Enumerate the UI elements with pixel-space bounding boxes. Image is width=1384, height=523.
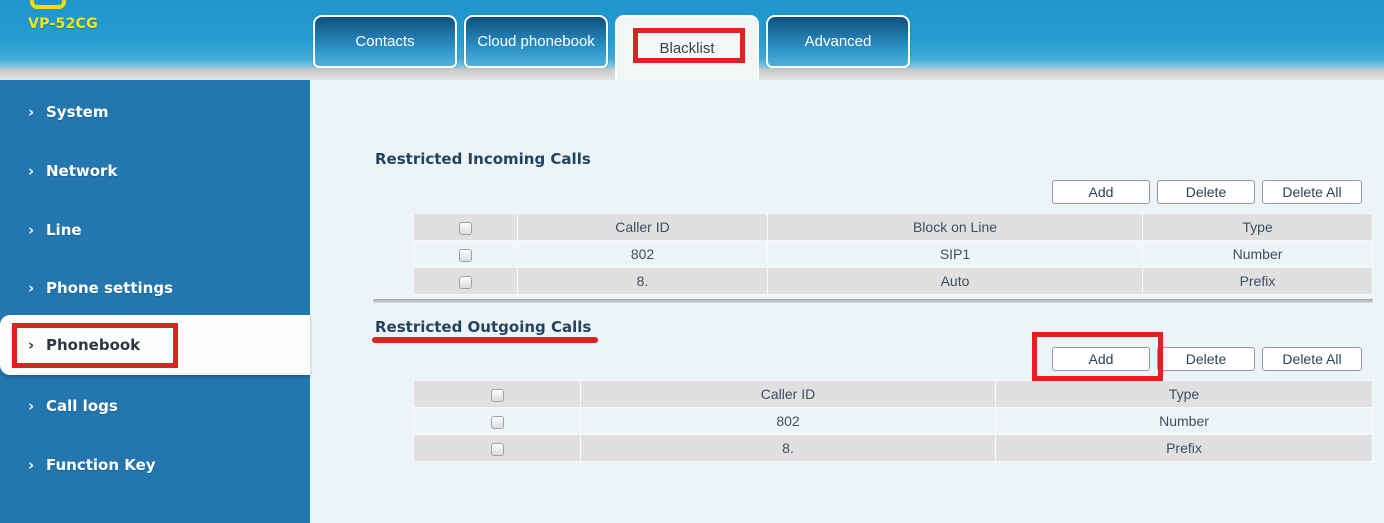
table-row: 802 SIP1 Number [413, 240, 1373, 268]
table-header-row: Caller ID Block on Line Type [413, 213, 1373, 241]
tab-contacts[interactable]: Contacts [313, 15, 457, 68]
sidebar-item-call-logs[interactable]: › Call logs [0, 394, 310, 418]
table-header-row: Caller ID Type [413, 380, 1373, 408]
blacklist-content-panel: Restricted Incoming Calls Add Delete Del… [310, 80, 1384, 523]
section-divider [373, 299, 1373, 303]
type-cell: Prefix [995, 434, 1373, 462]
sidebar-item-label: Call logs [46, 397, 118, 415]
block-on-line-cell: SIP1 [767, 240, 1143, 268]
block-on-line-cell: Auto [767, 267, 1143, 295]
row-checkbox[interactable] [459, 248, 472, 262]
incoming-delete-button[interactable]: Delete [1157, 180, 1255, 204]
outgoing-calls-table: Caller ID Type 802 Number 8. Prefix [413, 380, 1373, 462]
type-cell: Prefix [1142, 267, 1373, 295]
type-cell: Number [995, 407, 1373, 435]
select-all-checkbox[interactable] [459, 221, 472, 235]
brand-logo-icon [30, 0, 66, 9]
sidebar-item-system[interactable]: › System [0, 100, 310, 124]
incoming-delete-all-button[interactable]: Delete All [1262, 180, 1362, 204]
chevron-right-icon: › [28, 335, 35, 354]
phonebook-tab-bar: Contacts Cloud phonebook Blacklist Advan… [313, 15, 910, 80]
caller-id-cell: 8. [517, 267, 768, 295]
table-row: 8. Auto Prefix [413, 267, 1373, 295]
chevron-right-icon: › [28, 396, 35, 415]
sidebar-item-label: Network [46, 162, 118, 180]
row-checkbox[interactable] [459, 275, 472, 289]
sidebar-item-label: Phone settings [46, 279, 173, 297]
sidebar-item-label: Phonebook [46, 336, 141, 354]
column-header-caller-id: Caller ID [517, 213, 768, 241]
chevron-right-icon: › [28, 161, 35, 180]
table-row: 802 Number [413, 407, 1373, 435]
incoming-calls-table: Caller ID Block on Line Type 802 SIP1 Nu… [413, 213, 1373, 295]
chevron-right-icon: › [28, 278, 35, 297]
incoming-section-title: Restricted Incoming Calls [375, 150, 591, 168]
incoming-add-button[interactable]: Add [1052, 180, 1150, 204]
sidebar-item-label: System [46, 103, 109, 121]
select-all-checkbox[interactable] [490, 388, 504, 402]
chevron-right-icon: › [28, 220, 35, 239]
column-header-type: Type [995, 380, 1373, 408]
outgoing-section-title: Restricted Outgoing Calls [375, 318, 592, 336]
device-model-label: VP-52CG [28, 16, 99, 32]
sidebar-item-function-key[interactable]: › Function Key [0, 453, 310, 477]
sidebar-item-label: Line [46, 221, 82, 239]
caller-id-cell: 8. [580, 434, 996, 462]
column-header-block-on-line: Block on Line [767, 213, 1143, 241]
sidebar-nav: › System › Network › Line › Phone settin… [0, 80, 310, 523]
outgoing-add-button[interactable]: Add [1052, 347, 1150, 371]
caller-id-cell: 802 [517, 240, 768, 268]
sidebar-item-phonebook[interactable]: › Phonebook [0, 315, 310, 375]
sidebar-item-line[interactable]: › Line [0, 218, 310, 242]
type-cell: Number [1142, 240, 1373, 268]
sidebar-item-network[interactable]: › Network [0, 159, 310, 183]
row-checkbox[interactable] [490, 442, 504, 456]
chevron-right-icon: › [28, 455, 35, 474]
column-header-caller-id: Caller ID [580, 380, 996, 408]
caller-id-cell: 802 [580, 407, 996, 435]
tab-blacklist[interactable]: Blacklist [615, 15, 759, 80]
column-header-type: Type [1142, 213, 1373, 241]
sidebar-item-label: Function Key [46, 456, 156, 474]
tab-cloud-phonebook[interactable]: Cloud phonebook [464, 15, 608, 68]
sidebar-item-phone-settings[interactable]: › Phone settings [0, 276, 310, 300]
outgoing-delete-button[interactable]: Delete [1157, 347, 1255, 371]
outgoing-delete-all-button[interactable]: Delete All [1262, 347, 1362, 371]
row-checkbox[interactable] [490, 415, 504, 429]
table-row: 8. Prefix [413, 434, 1373, 462]
chevron-right-icon: › [28, 102, 35, 121]
tab-advanced[interactable]: Advanced [766, 15, 910, 68]
